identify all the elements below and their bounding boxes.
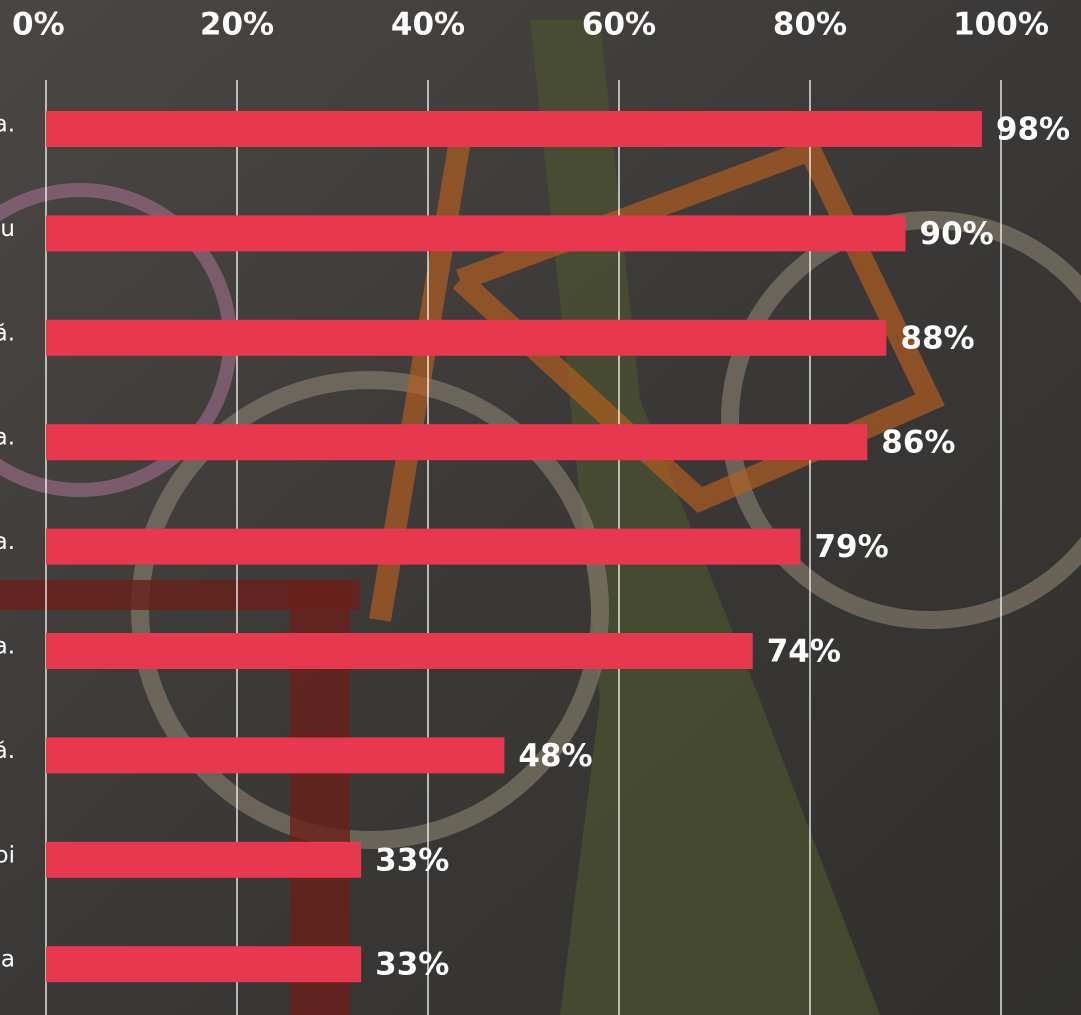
x-tick-label: 0%: [12, 7, 65, 43]
x-tick-label: 80%: [773, 7, 847, 43]
value-label: 33%: [375, 842, 449, 878]
category-label: u: [0, 216, 15, 242]
category-label: ă.: [0, 320, 15, 346]
category-label: a.: [0, 425, 15, 451]
bar: [46, 424, 868, 461]
bar: [46, 215, 906, 252]
x-tick-label: 20%: [200, 7, 274, 43]
category-label: a.: [0, 634, 15, 660]
wheel: [721, 211, 1081, 629]
category-label: ă.: [0, 738, 15, 764]
x-tick-label: 40%: [391, 7, 465, 43]
value-label: 88%: [900, 320, 974, 356]
value-label: 86%: [881, 425, 955, 461]
category-label: a.: [0, 529, 15, 555]
x-tick-label: 100%: [953, 7, 1049, 43]
category-label: oi: [0, 842, 15, 868]
bar: [46, 528, 801, 565]
bar: [46, 319, 887, 356]
category-label: a.: [0, 112, 15, 138]
bar: [46, 111, 982, 147]
bar: [46, 633, 753, 669]
x-tick-label: 60%: [582, 7, 656, 43]
marks: a. 98% u 90% ă. 88% a. 86% a. 79% a. 74% ă. 48% oi 33% a…: [0, 111, 1070, 983]
category-label: a: [1, 947, 15, 973]
bar: [46, 946, 362, 983]
value-label: 74%: [767, 634, 841, 670]
value-label: 33%: [375, 947, 449, 983]
value-label: 90%: [920, 216, 994, 252]
bar: [46, 737, 505, 774]
value-label: 79%: [814, 529, 888, 565]
grass: [530, 20, 880, 1015]
value-label: 98%: [996, 112, 1070, 148]
value-label: 48%: [518, 738, 592, 774]
bar: [46, 841, 362, 878]
